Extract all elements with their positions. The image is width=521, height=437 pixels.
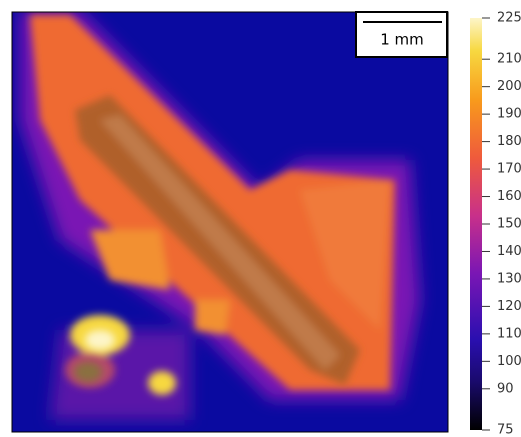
colorbar-tick-label: 100 [497,354,521,369]
heatmap-image [12,10,448,432]
scale-bar-label: 1 mm [380,31,424,49]
colorbar-tick-label: 160 [497,189,521,204]
colorbar-tick-label: 110 [497,326,521,341]
colorbar-tick-label: 150 [497,217,521,232]
colorbar-tick-label: 210 [497,52,521,67]
colorbar-tick-label: 190 [497,107,521,122]
colorbar [470,18,482,430]
colorbar-tick-label: 170 [497,162,521,177]
colorbar-tick-label: 200 [497,79,521,94]
colorbar-tick-label: 180 [497,134,521,149]
colorbar-tick-label: 225 [497,11,521,26]
colorbar-tick-label: 130 [497,271,521,286]
colorbar-tick-label: 120 [497,299,521,314]
colorbar-tick-label: 140 [497,244,521,259]
chart: 1 mm 75 90 100 110 120 130 140 150 160 170 180 190 2… [0,0,521,437]
colorbar-tick-label: 75 [497,423,514,437]
colorbar-tick-label: 90 [497,381,514,396]
